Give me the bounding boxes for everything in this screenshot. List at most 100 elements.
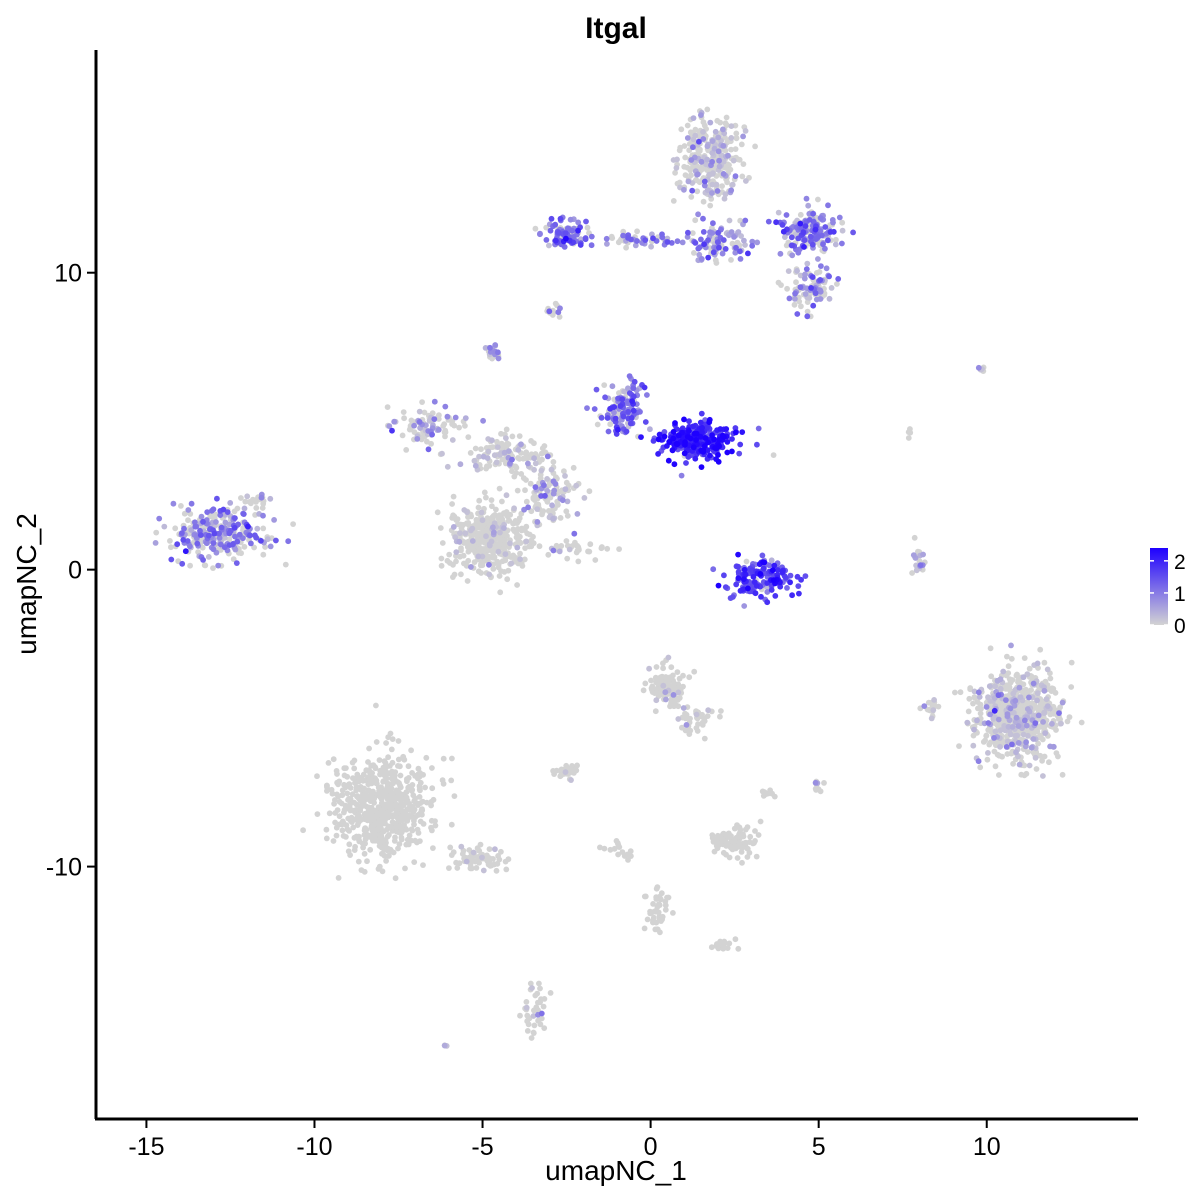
cell-point — [684, 434, 691, 440]
cell-point — [432, 822, 439, 829]
cell-point — [397, 772, 404, 779]
cell-point — [975, 689, 982, 696]
cell-point — [726, 162, 732, 169]
cell-point — [552, 481, 559, 487]
cell-point — [564, 498, 571, 505]
cell-point — [1008, 750, 1015, 757]
cell-point — [489, 503, 495, 510]
cell-point — [728, 187, 735, 194]
cell-point — [789, 252, 796, 259]
cell-point — [200, 557, 207, 563]
cell-point — [1058, 720, 1064, 727]
cell-point — [233, 560, 240, 566]
cell-point — [555, 230, 562, 236]
cell-point — [985, 720, 992, 726]
cell-point — [383, 740, 389, 746]
cell-point — [977, 710, 984, 717]
cell-point — [386, 832, 392, 838]
cell-point — [813, 236, 819, 243]
cell-point — [722, 940, 728, 946]
cell-point — [517, 1012, 523, 1019]
cell-point — [498, 430, 504, 437]
cell-point — [777, 250, 784, 257]
cell-point — [534, 506, 541, 512]
cell-point — [553, 542, 560, 549]
cell-point — [1043, 696, 1050, 703]
cell-point — [440, 780, 447, 787]
cell-point — [730, 157, 737, 164]
cell-point — [646, 665, 652, 672]
cell-point — [992, 728, 999, 735]
cell-point — [226, 536, 233, 543]
cell-point — [411, 821, 417, 828]
cell-point — [421, 409, 428, 416]
cell-point — [476, 497, 483, 504]
axes — [94, 50, 1138, 1121]
cell-point — [429, 785, 436, 792]
cell-point — [364, 817, 371, 824]
cell-point — [620, 413, 627, 420]
cell-point — [674, 156, 680, 163]
cell-point — [723, 426, 730, 432]
cell-point — [446, 551, 453, 558]
cell-point — [541, 482, 547, 489]
cell-point — [547, 990, 554, 996]
cell-point — [769, 567, 776, 574]
cell-point — [812, 779, 819, 786]
cell-point — [520, 526, 527, 533]
cell-point — [245, 523, 251, 530]
cell-point — [627, 420, 634, 427]
cell-point — [568, 766, 575, 773]
cell-point — [642, 419, 649, 425]
cell-point — [786, 295, 793, 302]
cell-point — [710, 249, 717, 256]
cell-point — [765, 790, 772, 797]
cell-point — [607, 405, 613, 412]
cell-point — [511, 505, 517, 512]
cell-point — [350, 775, 356, 781]
cell-point — [911, 534, 918, 541]
cell-point — [496, 485, 503, 492]
x-axis-label: umapNC_1 — [545, 1155, 687, 1186]
cell-point — [834, 281, 840, 287]
cell-point — [378, 844, 385, 851]
cell-point — [538, 467, 545, 474]
cell-point — [773, 219, 779, 226]
cell-point — [801, 237, 808, 244]
cell-point — [682, 154, 689, 161]
cell-point — [694, 728, 701, 734]
cell-point — [503, 492, 510, 499]
cell-point — [666, 677, 672, 684]
cell-point — [218, 524, 225, 531]
cell-point — [523, 498, 530, 505]
cell-point — [835, 276, 842, 282]
cell-point — [907, 426, 913, 432]
x-tick-label: -5 — [471, 1133, 493, 1161]
cell-point — [699, 722, 706, 728]
cell-point — [474, 523, 481, 530]
cell-point — [1015, 753, 1021, 760]
cell-point — [210, 546, 217, 553]
cell-point — [609, 383, 616, 390]
cell-point — [178, 503, 184, 509]
cell-point — [723, 851, 729, 858]
cell-point — [1030, 680, 1037, 687]
cell-point — [800, 229, 807, 236]
cell-point — [605, 428, 612, 435]
cell-point — [373, 739, 380, 745]
cell-point — [358, 867, 365, 873]
cell-point — [496, 856, 503, 863]
cell-point — [330, 756, 337, 763]
cell-point — [260, 525, 267, 532]
cell-point — [449, 755, 455, 762]
cell-point — [444, 463, 451, 470]
cell-point — [417, 787, 423, 794]
cell-point — [504, 576, 511, 583]
cell-point — [548, 215, 555, 222]
cell-point — [749, 242, 756, 249]
cell-point — [971, 694, 978, 701]
cell-point — [353, 801, 360, 808]
cell-point — [185, 517, 191, 524]
cell-point — [395, 829, 401, 835]
cell-point — [991, 707, 998, 714]
